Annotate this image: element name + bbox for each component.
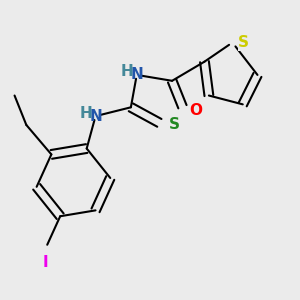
Text: O: O: [190, 103, 203, 118]
Text: N: N: [89, 109, 102, 124]
Text: H: H: [80, 106, 93, 121]
Text: N: N: [130, 68, 143, 82]
Text: H: H: [121, 64, 134, 80]
Text: I: I: [43, 254, 48, 269]
Text: S: S: [238, 35, 249, 50]
Text: S: S: [169, 118, 180, 133]
